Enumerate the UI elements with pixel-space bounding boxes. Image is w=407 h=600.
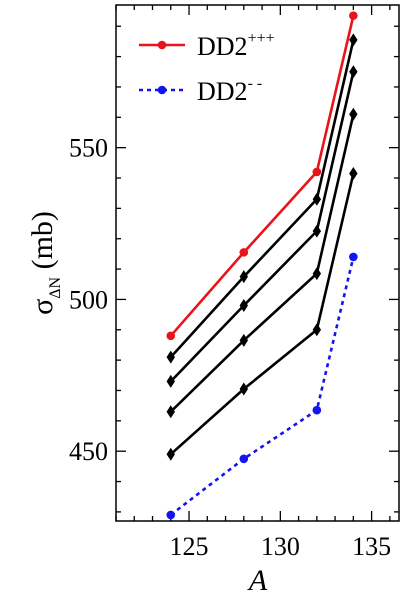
data-point	[157, 40, 167, 50]
data-point	[349, 166, 358, 180]
series-6	[166, 252, 358, 520]
data-point	[166, 447, 175, 461]
data-point	[312, 224, 322, 238]
data-point	[157, 85, 167, 95]
series-line	[169, 173, 355, 456]
y-axis-symbol: σ	[26, 299, 59, 315]
data-point	[349, 107, 358, 121]
data-point	[349, 33, 358, 47]
axis-ticks	[115, 5, 399, 521]
series-line	[169, 71, 355, 383]
data-point	[349, 252, 358, 262]
legend-label: DD2+++	[197, 30, 275, 61]
legend-entry: DD2+++	[139, 30, 275, 61]
data-point	[166, 331, 176, 341]
data-point	[239, 298, 249, 312]
y-axis-title: σΔN (mb)	[26, 211, 64, 315]
series-line	[169, 39, 355, 358]
series-line	[169, 15, 355, 337]
x-tick-label: 135	[352, 532, 391, 561]
data-point	[312, 405, 322, 415]
series-line	[170, 256, 355, 516]
data-point	[239, 454, 249, 464]
legend-label: DD2- -	[197, 75, 262, 106]
y-axis-unit: (mb)	[26, 211, 59, 277]
series-layer	[166, 11, 358, 520]
data-point	[312, 167, 322, 177]
legend: DD2+++ DD2- -	[139, 30, 275, 106]
series-5	[166, 166, 358, 461]
data-point	[166, 510, 176, 520]
x-tick-label: 130	[261, 532, 300, 561]
series-line	[169, 114, 355, 413]
data-point	[239, 270, 249, 284]
data-point	[312, 192, 322, 206]
data-point	[166, 374, 175, 388]
x-tick-label: 125	[170, 532, 209, 561]
x-axis-title: A	[247, 564, 268, 597]
data-point	[166, 405, 175, 419]
y-tick-label: 500	[69, 285, 108, 314]
series-2	[166, 33, 358, 364]
legend-entry: DD2- -	[139, 75, 262, 106]
data-point	[349, 65, 358, 79]
y-tick-label: 450	[69, 437, 108, 466]
data-point	[312, 267, 322, 281]
series-4	[166, 107, 358, 419]
series-3	[166, 65, 358, 388]
data-point	[312, 323, 322, 337]
plot-frame	[115, 4, 400, 522]
series-1	[166, 11, 358, 341]
y-axis-subscript: ΔN	[47, 276, 64, 298]
svg-text:σΔN (mb): σΔN (mb)	[26, 211, 64, 315]
data-point	[239, 333, 249, 347]
data-point	[166, 350, 175, 364]
data-point	[239, 382, 249, 396]
data-point	[349, 11, 358, 20]
y-tick-label: 550	[69, 134, 108, 163]
tick-labels: 125 130 135 450 500 550	[69, 134, 391, 561]
data-point	[239, 248, 249, 257]
